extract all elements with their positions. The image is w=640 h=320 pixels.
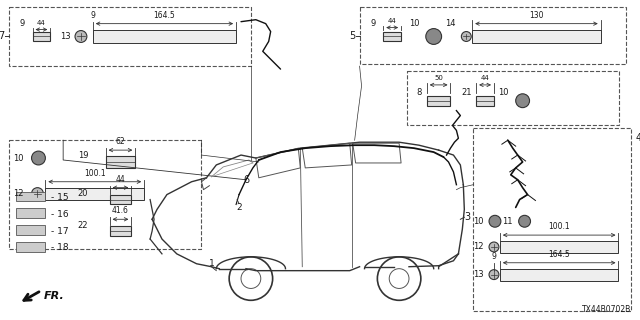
Text: 5: 5	[349, 30, 356, 41]
Circle shape	[31, 151, 45, 165]
Text: 13: 13	[60, 32, 70, 41]
Text: 19: 19	[77, 150, 88, 160]
Text: 9: 9	[492, 252, 497, 261]
Text: 6: 6	[243, 175, 249, 185]
Bar	[16, 192, 45, 202]
Text: 10: 10	[409, 19, 419, 28]
Bar	[16, 225, 45, 235]
Bar	[33, 32, 51, 41]
Text: 9: 9	[371, 19, 376, 28]
Bar	[9, 140, 202, 249]
Text: 44: 44	[37, 20, 46, 26]
Text: TX44B0702B: TX44B0702B	[582, 305, 631, 314]
Text: - 18: - 18	[51, 244, 69, 252]
Text: 41.6: 41.6	[112, 206, 129, 215]
Bar	[500, 241, 618, 253]
Text: 4: 4	[636, 133, 640, 143]
Bar	[109, 195, 131, 204]
Bar	[407, 71, 620, 125]
Text: 44: 44	[481, 75, 490, 81]
Bar	[472, 29, 601, 44]
Bar	[109, 226, 131, 236]
Text: 2: 2	[236, 203, 242, 212]
Bar	[16, 242, 45, 252]
Text: 164.5: 164.5	[548, 250, 570, 259]
Text: - 17: - 17	[51, 227, 69, 236]
Text: 12: 12	[473, 243, 483, 252]
Bar	[106, 156, 135, 168]
Text: 100.1: 100.1	[84, 169, 106, 178]
Text: 11: 11	[502, 217, 513, 226]
Circle shape	[426, 28, 442, 44]
Text: 62: 62	[116, 137, 125, 146]
Bar	[476, 96, 494, 106]
Text: 21: 21	[461, 88, 472, 97]
Text: 164.5: 164.5	[153, 11, 175, 20]
Bar	[360, 7, 627, 64]
Text: 10: 10	[473, 217, 483, 226]
Circle shape	[489, 242, 499, 252]
Text: 44: 44	[388, 18, 397, 24]
Text: 20: 20	[77, 189, 88, 198]
Bar	[16, 208, 45, 218]
Text: 44: 44	[116, 175, 125, 184]
Bar	[45, 188, 144, 200]
Text: 12: 12	[13, 189, 24, 198]
Text: 10: 10	[498, 88, 508, 97]
Text: 9: 9	[19, 19, 24, 28]
Text: 10: 10	[13, 154, 24, 163]
Text: 14: 14	[445, 19, 456, 28]
Text: - 16: - 16	[51, 210, 69, 219]
Bar	[93, 29, 236, 44]
Circle shape	[518, 215, 531, 227]
Text: 13: 13	[473, 270, 483, 279]
Circle shape	[489, 215, 501, 227]
Text: 130: 130	[529, 11, 544, 20]
Text: 9: 9	[90, 11, 95, 20]
Text: 22: 22	[77, 221, 88, 230]
Bar	[9, 7, 251, 66]
Bar	[383, 32, 401, 41]
Text: 8: 8	[416, 88, 422, 97]
Circle shape	[31, 188, 44, 200]
Text: 1: 1	[209, 259, 214, 268]
Text: 50: 50	[434, 75, 443, 81]
Bar	[500, 269, 618, 281]
Text: 7: 7	[0, 31, 5, 42]
Text: 100.1: 100.1	[548, 222, 570, 231]
Bar	[427, 96, 451, 106]
Circle shape	[516, 94, 529, 108]
Circle shape	[461, 32, 471, 41]
Text: 3: 3	[465, 212, 470, 222]
Text: - 15: - 15	[51, 193, 69, 202]
Text: FR.: FR.	[44, 291, 64, 301]
Circle shape	[489, 270, 499, 280]
Bar	[473, 128, 631, 311]
Circle shape	[75, 31, 87, 43]
